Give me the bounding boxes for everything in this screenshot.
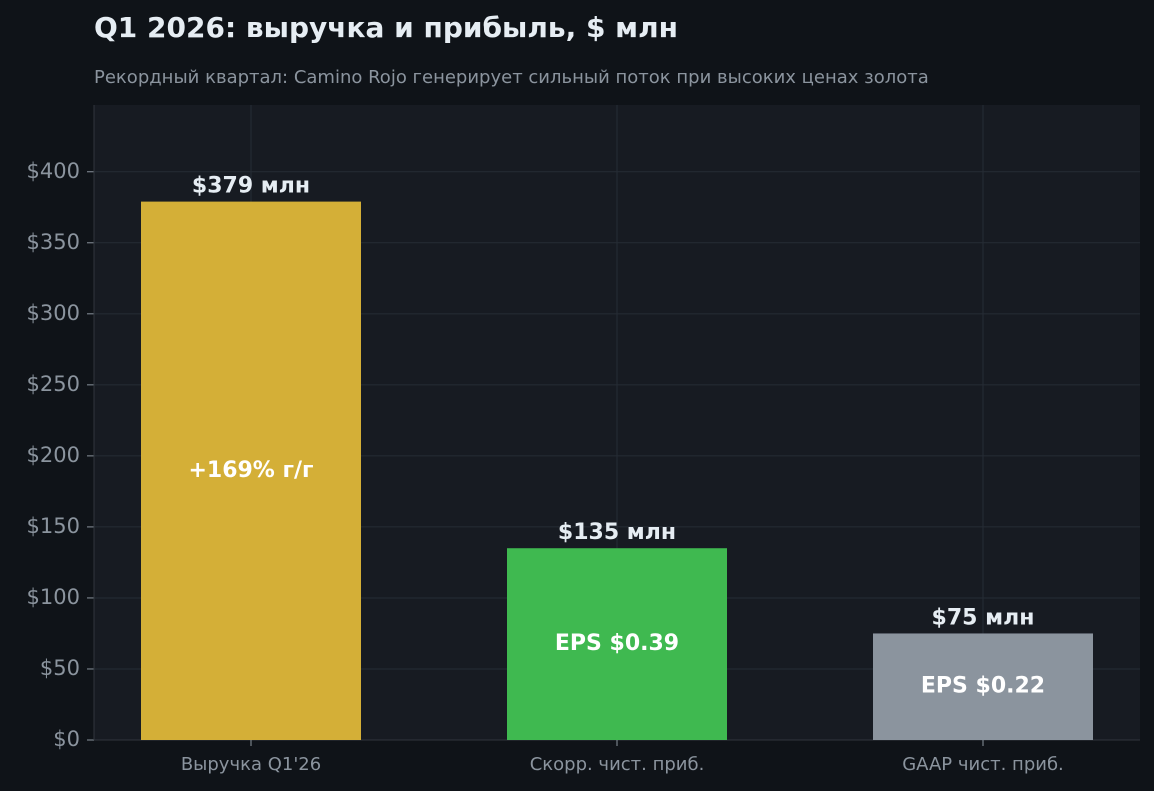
chart-title: Q1 2026: выручка и прибыль, $ млн (94, 11, 678, 44)
x-tick-label: Скорр. чист. приб. (530, 754, 705, 775)
y-tick-label: $350 (27, 230, 80, 254)
bar (873, 633, 1093, 740)
y-tick-label: $250 (27, 372, 80, 396)
y-tick-label: $400 (27, 159, 80, 183)
x-tick-label: Выручка Q1'26 (181, 754, 321, 775)
bar (507, 548, 727, 740)
y-tick-label: $0 (53, 727, 80, 751)
inner-label: +169% г/г (188, 458, 313, 483)
y-tick-label: $300 (27, 301, 80, 325)
y-tick-label: $100 (27, 585, 80, 609)
value-label: $75 млн (932, 605, 1035, 630)
x-tick-label: GAAP чист. приб. (902, 754, 1064, 775)
bar (141, 201, 361, 740)
y-tick-label: $50 (40, 656, 80, 680)
y-tick-label: $200 (27, 443, 80, 467)
chart-subtitle: Рекордный квартал: Camino Rojo генерируе… (94, 67, 929, 88)
inner-label: EPS $0.22 (921, 674, 1045, 699)
value-label: $135 млн (558, 520, 676, 545)
inner-label: EPS $0.39 (555, 631, 679, 656)
value-label: $379 млн (192, 174, 310, 199)
y-tick-label: $150 (27, 514, 80, 538)
